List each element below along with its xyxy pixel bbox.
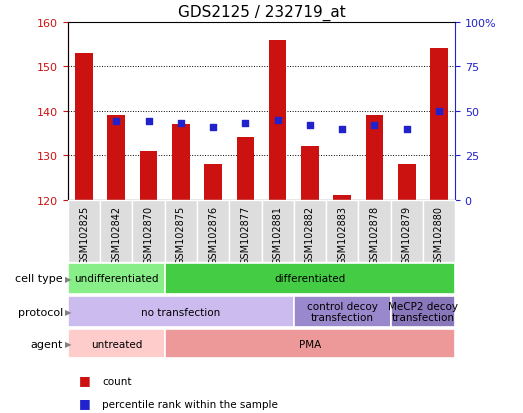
Text: GSM102842: GSM102842 bbox=[111, 205, 121, 264]
FancyBboxPatch shape bbox=[197, 200, 229, 262]
FancyBboxPatch shape bbox=[68, 297, 294, 327]
Bar bbox=[140, 152, 157, 200]
FancyBboxPatch shape bbox=[294, 297, 391, 327]
FancyBboxPatch shape bbox=[294, 200, 326, 262]
Bar bbox=[333, 196, 351, 200]
Text: untreated: untreated bbox=[90, 339, 142, 349]
FancyBboxPatch shape bbox=[100, 200, 132, 262]
Bar bbox=[430, 50, 448, 200]
Text: ■: ■ bbox=[78, 396, 90, 409]
Point bbox=[403, 126, 411, 133]
Text: GSM102882: GSM102882 bbox=[305, 205, 315, 264]
Text: GSM102825: GSM102825 bbox=[79, 205, 89, 264]
Text: ■: ■ bbox=[78, 373, 90, 386]
Bar bbox=[366, 116, 383, 200]
FancyBboxPatch shape bbox=[358, 200, 391, 262]
Text: undifferentiated: undifferentiated bbox=[74, 274, 158, 284]
Text: GSM102883: GSM102883 bbox=[337, 205, 347, 264]
Text: GSM102875: GSM102875 bbox=[176, 205, 186, 264]
FancyBboxPatch shape bbox=[326, 200, 358, 262]
Text: GSM102880: GSM102880 bbox=[434, 205, 444, 264]
FancyBboxPatch shape bbox=[165, 330, 455, 358]
FancyBboxPatch shape bbox=[391, 200, 423, 262]
Text: GSM102870: GSM102870 bbox=[144, 205, 154, 264]
Title: GDS2125 / 232719_at: GDS2125 / 232719_at bbox=[178, 5, 345, 21]
Point bbox=[305, 122, 314, 129]
Point bbox=[338, 126, 346, 133]
Point bbox=[209, 124, 218, 131]
Bar bbox=[301, 147, 319, 200]
Bar bbox=[269, 40, 287, 200]
FancyBboxPatch shape bbox=[165, 200, 197, 262]
Text: GSM102881: GSM102881 bbox=[272, 205, 282, 264]
Text: control decoy
transfection: control decoy transfection bbox=[306, 301, 378, 323]
Text: no transfection: no transfection bbox=[141, 307, 221, 317]
Text: GSM102876: GSM102876 bbox=[208, 205, 218, 264]
Point bbox=[370, 122, 379, 129]
FancyBboxPatch shape bbox=[68, 263, 165, 294]
Bar bbox=[108, 116, 125, 200]
Point bbox=[144, 119, 153, 126]
Bar bbox=[75, 54, 93, 200]
Point bbox=[241, 121, 249, 127]
Text: GSM102878: GSM102878 bbox=[369, 205, 379, 264]
Bar bbox=[172, 125, 190, 200]
FancyBboxPatch shape bbox=[423, 200, 455, 262]
Bar bbox=[236, 138, 254, 200]
Text: PMA: PMA bbox=[299, 339, 321, 349]
Text: GSM102877: GSM102877 bbox=[241, 205, 251, 264]
Text: protocol: protocol bbox=[17, 307, 63, 317]
FancyBboxPatch shape bbox=[229, 200, 262, 262]
Text: cell type: cell type bbox=[15, 274, 63, 284]
Text: ▶: ▶ bbox=[65, 307, 72, 316]
FancyBboxPatch shape bbox=[68, 330, 165, 358]
Text: count: count bbox=[102, 376, 131, 386]
FancyBboxPatch shape bbox=[132, 200, 165, 262]
Text: GSM102879: GSM102879 bbox=[402, 205, 412, 264]
Text: differentiated: differentiated bbox=[274, 274, 346, 284]
Point bbox=[112, 119, 120, 126]
Text: MeCP2 decoy
transfection: MeCP2 decoy transfection bbox=[388, 301, 458, 323]
Text: agent: agent bbox=[30, 339, 63, 349]
Point bbox=[177, 121, 185, 127]
Bar bbox=[68, 200, 455, 262]
Point bbox=[274, 117, 282, 124]
Text: percentile rank within the sample: percentile rank within the sample bbox=[102, 399, 278, 409]
Point bbox=[435, 108, 443, 115]
Bar bbox=[204, 165, 222, 200]
Text: ▶: ▶ bbox=[65, 274, 72, 283]
Bar bbox=[398, 165, 415, 200]
FancyBboxPatch shape bbox=[165, 263, 455, 294]
FancyBboxPatch shape bbox=[68, 200, 100, 262]
FancyBboxPatch shape bbox=[262, 200, 294, 262]
Text: ▶: ▶ bbox=[65, 339, 72, 348]
FancyBboxPatch shape bbox=[391, 297, 455, 327]
